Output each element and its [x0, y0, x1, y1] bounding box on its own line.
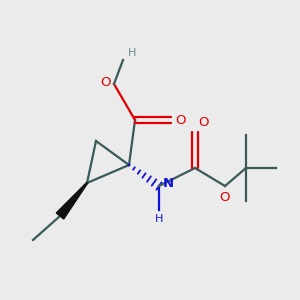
Text: O: O: [198, 116, 208, 129]
Text: O: O: [220, 191, 230, 204]
Text: H: H: [155, 214, 163, 224]
Polygon shape: [56, 183, 88, 219]
Text: H: H: [128, 49, 136, 58]
Text: O: O: [100, 76, 111, 89]
Text: O: O: [175, 113, 185, 127]
Text: N: N: [163, 177, 174, 190]
